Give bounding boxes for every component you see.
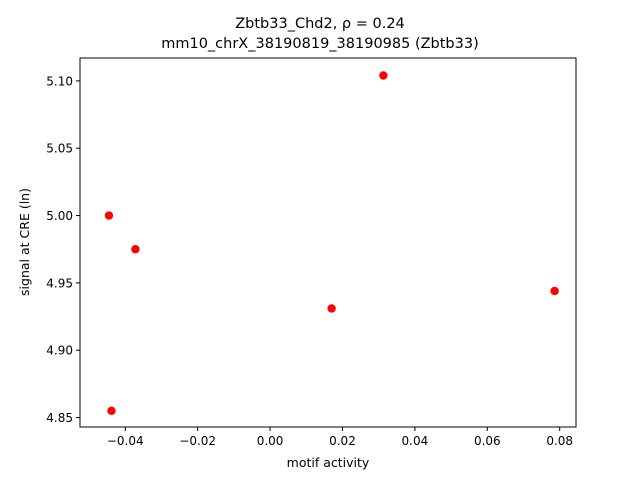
x-axis-ticks: −0.04 −0.02 0.00 0.02 0.04 0.06 0.08 [107, 427, 573, 448]
data-point [379, 71, 388, 80]
chart-title: Zbtb33_Chd2, ρ = 0.24 [235, 16, 405, 32]
y-tick-label: 5.10 [46, 74, 73, 88]
plot-area-frame [79, 57, 577, 428]
x-tick-label: 0.02 [329, 434, 356, 448]
y-axis-label-text: signal at CRE (ln) [17, 188, 32, 296]
y-tick-label: 5.00 [46, 209, 73, 223]
x-tick-label: −0.04 [107, 434, 144, 448]
x-tick-label: 0.04 [402, 434, 429, 448]
x-tick-label: 0.08 [546, 434, 573, 448]
y-tick-label: 5.05 [46, 142, 73, 156]
data-point [327, 304, 336, 313]
y-tick-label: 4.95 [46, 276, 73, 290]
x-axis-label: motif activity [287, 455, 370, 470]
data-point [131, 245, 140, 254]
x-tick-label: −0.02 [179, 434, 216, 448]
data-point [550, 286, 559, 296]
chart-subtitle: mm10_chrX_38190819_38190985 (Zbtb33) [161, 36, 479, 52]
y-tick-label: 4.90 [46, 344, 73, 358]
x-tick-label: 0.06 [474, 434, 501, 448]
x-tick-label: 0.00 [257, 434, 284, 448]
data-point [104, 211, 114, 220]
y-tick-label: 4.85 [46, 411, 73, 425]
y-axis-label: signal at CRE (ln) [17, 188, 32, 296]
data-point [107, 406, 116, 416]
data-points [104, 71, 559, 416]
y-axis-ticks: 4.85 4.90 4.95 5.00 5.05 5.10 [46, 74, 80, 425]
